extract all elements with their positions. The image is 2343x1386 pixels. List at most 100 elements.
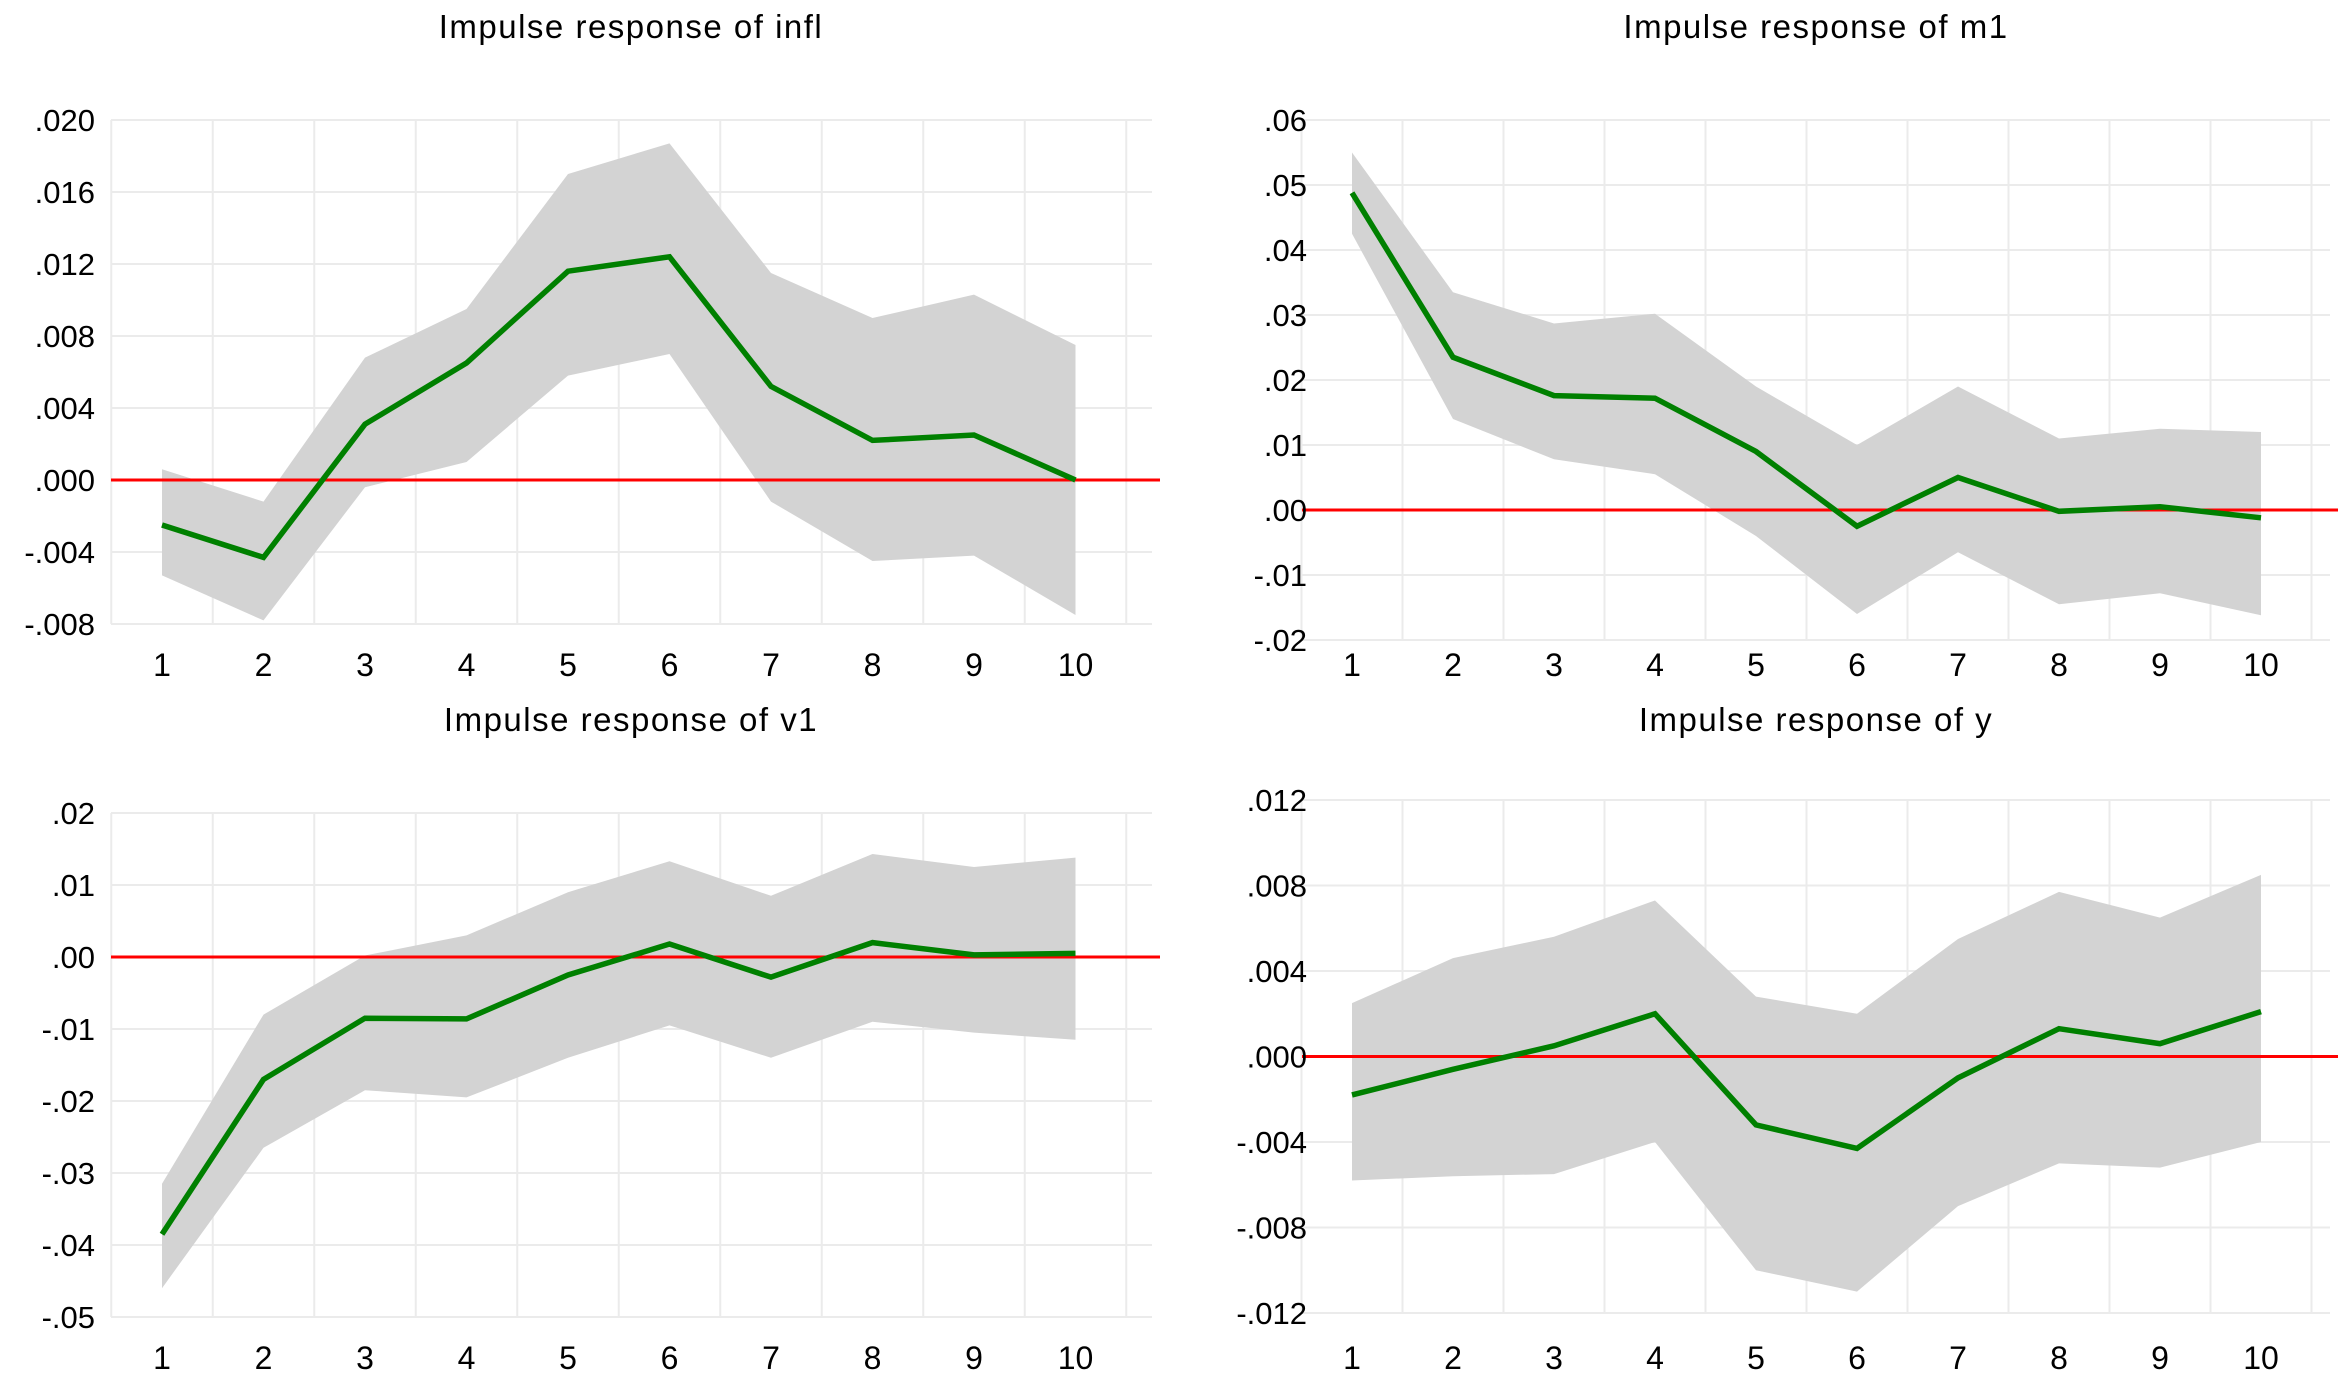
y-tick-label: -.02 <box>42 1084 95 1119</box>
x-tick-label: 4 <box>1646 1340 1664 1376</box>
x-tick-label: 5 <box>1747 647 1765 683</box>
chart-cell-m1: Impulse response of m1 .06.05.04.03.02.0… <box>1172 0 2343 693</box>
x-tick-label: 7 <box>1949 1340 1967 1376</box>
x-tick-label: 5 <box>559 1340 577 1376</box>
x-tick-label: 10 <box>2243 1340 2279 1376</box>
y-tick-label: .00 <box>1264 493 1307 528</box>
response-line <box>161 253 1077 561</box>
chart-canvas-y: .012 .008 .004 .000 -.004 -.008 -.012 1 2 3 4 5 6 7 8 9… <box>1236 783 2338 1376</box>
x-tick-label: 10 <box>1058 1340 1094 1376</box>
chart-cell-infl: Impulse response of infl .020 .016 .012 .00… <box>0 0 1171 693</box>
y-tick-label: -.01 <box>42 1012 95 1047</box>
x-tick-label: 8 <box>864 647 882 683</box>
x-tick-label: 3 <box>356 1340 374 1376</box>
y-tick-label: -.004 <box>1236 1125 1307 1160</box>
confidence-band <box>1352 874 2261 1292</box>
y-tick-label: -.02 <box>1254 623 1307 658</box>
x-tick-label: 10 <box>1058 647 1094 683</box>
x-tick-label: 6 <box>661 647 679 683</box>
x-tick-label: 9 <box>2151 647 2169 683</box>
y-tick-label: .02 <box>52 796 95 831</box>
y-tick-label: -.05 <box>42 1300 95 1335</box>
x-tick-label: 5 <box>559 647 577 683</box>
chart-canvas-infl: .020 .016 .012 .008 .004 .000 -.004 -.008 1 2 3 4 5 6… <box>24 103 1160 683</box>
y-tick-label: -.004 <box>24 535 95 570</box>
x-tick-label: 4 <box>1646 647 1664 683</box>
confidence-band <box>162 143 1076 621</box>
y-axis-labels: .020 .016 .012 .008 .004 .000 -.004 -.008 <box>24 103 95 642</box>
x-tick-label: 1 <box>1343 647 1361 683</box>
x-tick-label: 8 <box>2050 1340 2068 1376</box>
y-tick-label: .004 <box>1247 954 1307 989</box>
x-tick-label: 9 <box>965 647 983 683</box>
chart-canvas-m1: .06 .05 .04 .03 .02 .01 .00 -.01 -.02 1 2 3 4 5 6 7 8 9 10 <box>1254 103 2338 683</box>
confidence-band <box>1352 152 2261 616</box>
x-tick-label: 7 <box>1949 647 1967 683</box>
confidence-band <box>162 854 1076 1289</box>
y-tick-label: .020 <box>35 103 95 138</box>
x-tick-label: 8 <box>864 1340 882 1376</box>
x-axis-labels: 1 2 3 4 5 6 7 8 9 10 <box>153 1340 1093 1376</box>
y-tick-label: .02 <box>1264 363 1307 398</box>
x-tick-label: 9 <box>2151 1340 2169 1376</box>
x-tick-label: 7 <box>762 1340 780 1376</box>
x-axis-labels: 1 2 3 4 5 6 7 8 9 10 <box>153 647 1093 683</box>
x-tick-label: 6 <box>1848 1340 1866 1376</box>
x-tick-label: 8 <box>2050 647 2068 683</box>
y-tick-label: -.008 <box>1236 1210 1307 1245</box>
y-tick-label: .012 <box>1247 783 1307 818</box>
x-tick-label: 10 <box>2243 647 2279 683</box>
y-tick-label: .03 <box>1264 298 1307 333</box>
x-tick-label: 9 <box>965 1340 983 1376</box>
chart-cell-v1: Impulse response of v1 .02 .01 .00 -.01 -.02… <box>0 693 1171 1386</box>
y-tick-label: .01 <box>1264 428 1307 463</box>
y-tick-label: .016 <box>35 175 95 210</box>
y-tick-label: .00 <box>52 940 95 975</box>
x-tick-label: 2 <box>1444 1340 1462 1376</box>
y-tick-label: .008 <box>1247 868 1307 903</box>
x-tick-label: 3 <box>356 647 374 683</box>
x-tick-label: 1 <box>153 647 171 683</box>
x-tick-label: 4 <box>458 647 476 683</box>
x-axis-labels: 1 2 3 4 5 6 7 8 9 10 <box>1343 647 2279 683</box>
y-tick-label: .000 <box>1247 1039 1307 1074</box>
y-tick-label: .004 <box>35 391 95 426</box>
x-tick-label: 6 <box>1848 647 1866 683</box>
chart-title-y: Impulse response of y <box>1638 701 1994 738</box>
x-tick-label: 2 <box>255 1340 273 1376</box>
y-tick-label: .05 <box>1264 168 1307 203</box>
y-axis-labels: .012 .008 .004 .000 -.004 -.008 -.012 <box>1236 783 1307 1331</box>
x-tick-label: 1 <box>153 1340 171 1376</box>
x-tick-label: 5 <box>1747 1340 1765 1376</box>
x-tick-label: 6 <box>661 1340 679 1376</box>
x-tick-label: 3 <box>1545 647 1563 683</box>
y-tick-label: .01 <box>52 868 95 903</box>
y-tick-label: -.01 <box>1254 558 1307 593</box>
y-tick-label: -.008 <box>24 607 95 642</box>
chart-title-m1: Impulse response of m1 <box>1623 8 2009 45</box>
y-tick-label: .06 <box>1264 103 1307 138</box>
y-tick-label: -.012 <box>1236 1296 1307 1331</box>
response-line <box>1349 191 2262 530</box>
x-tick-label: 1 <box>1343 1340 1361 1376</box>
chart-title-infl: Impulse response of infl <box>438 8 824 45</box>
y-tick-label: -.03 <box>42 1156 95 1191</box>
y-axis-labels: .02 .01 .00 -.01 -.02 -.03 -.04 -.05 <box>42 796 95 1335</box>
y-axis-labels: .06 .05 .04 .03 .02 .01 .00 -.01 -.02 <box>1254 103 1307 658</box>
x-axis-labels: 1 2 3 4 5 6 7 8 9 10 <box>1343 1340 2279 1376</box>
chart-title-v1: Impulse response of v1 <box>443 701 819 738</box>
y-tick-label: .012 <box>35 247 95 282</box>
y-tick-label: .04 <box>1264 233 1307 268</box>
x-tick-label: 2 <box>255 647 273 683</box>
y-tick-label: .008 <box>35 319 95 354</box>
y-tick-label: .000 <box>35 463 95 498</box>
response-line <box>1351 1008 2262 1152</box>
response-line <box>159 939 1076 1236</box>
x-tick-label: 3 <box>1545 1340 1563 1376</box>
chart-cell-y: Impulse response of y .012 .008 .004 .000 -.… <box>1172 693 2343 1386</box>
x-tick-label: 2 <box>1444 647 1462 683</box>
x-tick-label: 4 <box>458 1340 476 1376</box>
x-tick-label: 7 <box>762 647 780 683</box>
y-tick-label: -.04 <box>42 1228 95 1263</box>
